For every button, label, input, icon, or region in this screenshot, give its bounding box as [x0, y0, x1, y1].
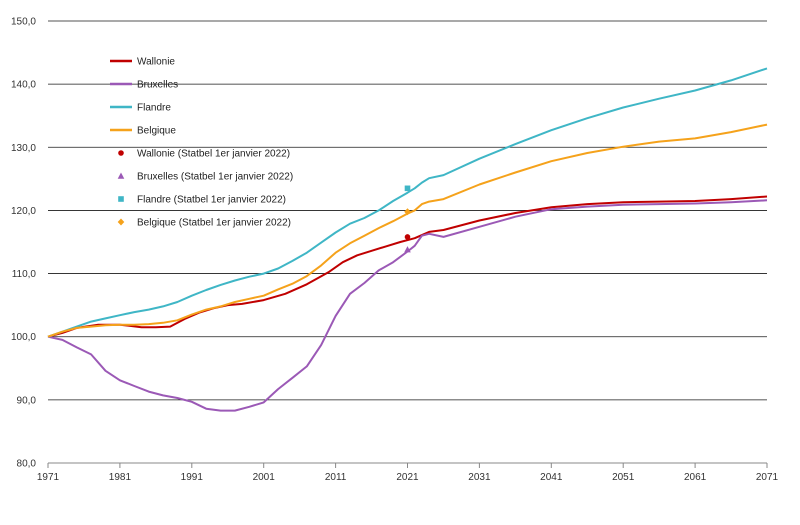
series-line-flandre — [47, 67, 768, 338]
legend-label: Bruxelles (Statbel 1er janvier 2022) — [137, 172, 293, 183]
legend: Wallonie Bruxelles Flandre Belgique Wallonie… — [110, 57, 293, 229]
y-tick-label: 150,0 — [11, 17, 36, 28]
x-tick-label: 1971 — [37, 472, 60, 483]
legend-label: Flandre — [137, 103, 171, 114]
y-axis-ticks: 80,0 90,0 100,0 110,0 120,0 130,0 140,0 150,0 — [11, 17, 36, 470]
legend-label: Wallonie — [137, 57, 175, 68]
x-axis: 1971 1981 1991 2001 2011 2021 2031 2041 2051 2061… — [37, 462, 779, 483]
y-tick-label: 80,0 — [17, 459, 37, 470]
x-tick-label: 2071 — [756, 472, 779, 483]
y-tick-label: 110,0 — [12, 269, 37, 280]
legend-swatch-marker — [117, 218, 125, 226]
y-tick-label: 90,0 — [17, 395, 37, 406]
x-tick-label: 2021 — [396, 472, 419, 483]
x-tick-label: 2041 — [540, 472, 563, 483]
x-tick-label: 2051 — [612, 472, 635, 483]
x-tick-label: 2061 — [684, 472, 707, 483]
x-tick-label: 2011 — [325, 472, 347, 483]
x-tick-label: 2001 — [253, 472, 276, 483]
statbel-point-square — [404, 185, 411, 192]
series-lines — [47, 67, 768, 412]
legend-swatch-marker — [117, 172, 125, 179]
series-line-bruxelles — [47, 199, 768, 412]
legend-label: Belgique — [137, 126, 176, 137]
y-tick-label: 100,0 — [11, 332, 36, 343]
grid-lines — [48, 20, 767, 401]
x-tick-label: 1981 — [109, 472, 132, 483]
series-line-wallonie — [47, 195, 768, 338]
y-tick-label: 130,0 — [11, 143, 36, 154]
legend-label: Bruxelles — [137, 80, 178, 91]
y-tick-label: 120,0 — [11, 206, 36, 217]
legend-swatch-marker — [118, 196, 124, 202]
legend-label: Wallonie (Statbel 1er janvier 2022) — [137, 149, 290, 160]
legend-swatch-marker — [118, 150, 124, 156]
legend-label: Flandre (Statbel 1er janvier 2022) — [137, 195, 286, 206]
x-tick-label: 2031 — [468, 472, 491, 483]
x-tick-label: 1991 — [181, 472, 204, 483]
y-tick-label: 140,0 — [11, 80, 36, 91]
legend-label: Belgique (Statbel 1er janvier 2022) — [137, 218, 291, 229]
statbel-point-triangle — [404, 246, 411, 253]
statbel-point-diamond — [404, 208, 411, 216]
statbel-points — [404, 185, 411, 253]
series-line-belgique — [47, 123, 768, 338]
statbel-point-circle — [404, 234, 411, 240]
